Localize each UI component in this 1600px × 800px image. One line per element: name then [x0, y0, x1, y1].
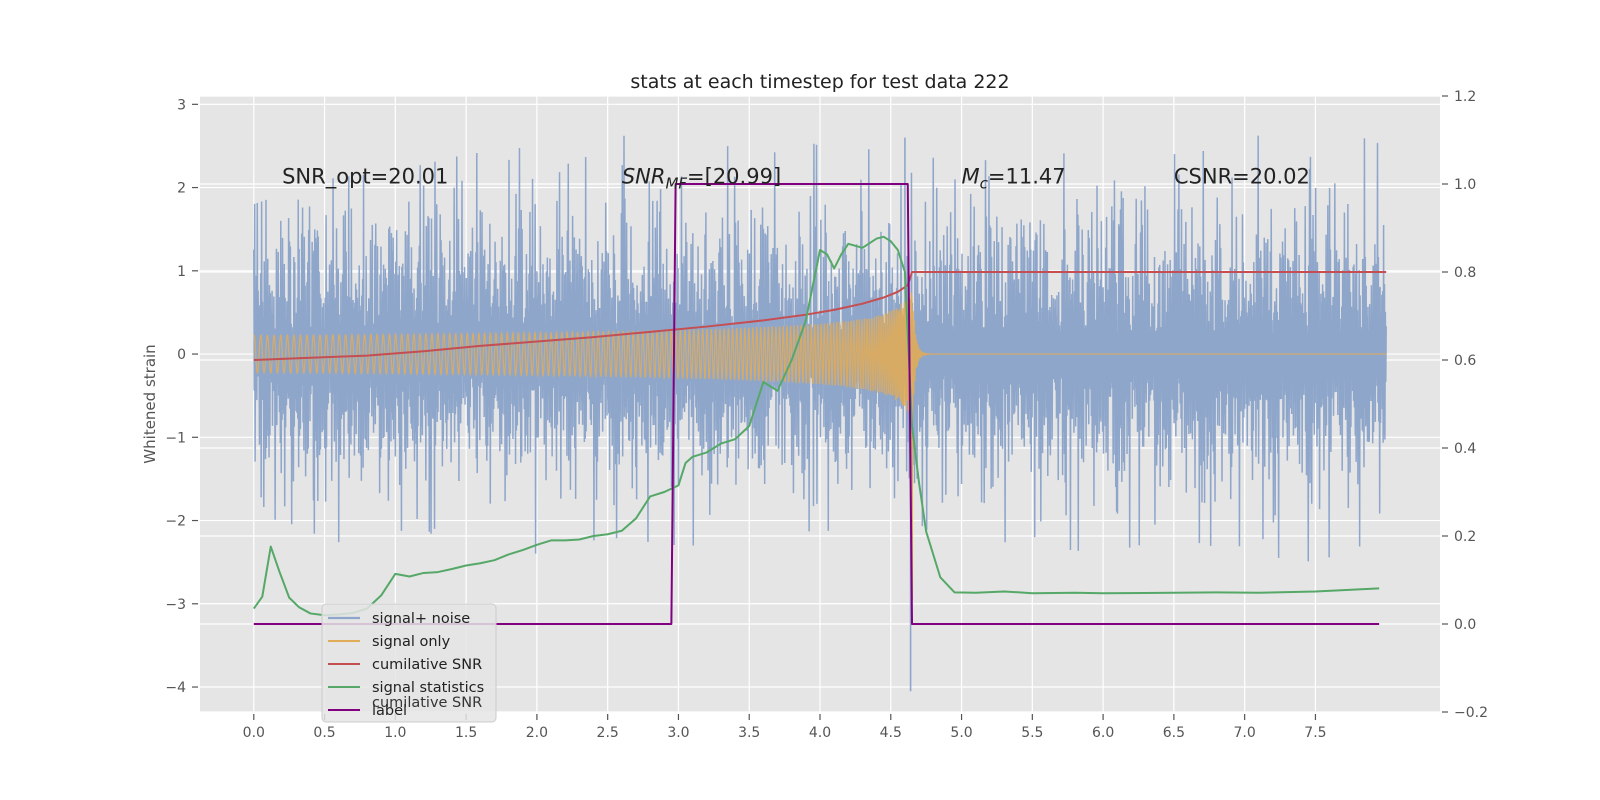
y2-tick-label: 0.2	[1454, 529, 1476, 545]
y2-tick-label: 0.0	[1454, 617, 1476, 633]
y-axis-right: −0.2 0.0 0.2 0.4 0.6 0.8 1.0 1.2	[1442, 89, 1488, 721]
legend-label: signal statistics	[372, 680, 484, 696]
y-tick-label: −1	[165, 430, 186, 446]
annotation-chirp-mass: Mc=11.47	[962, 164, 1066, 192]
signal-statistics-line	[252, 235, 1380, 617]
x-tick-label: 6.5	[1163, 725, 1185, 741]
y2-tick-label: 0.4	[1454, 441, 1476, 457]
y-tick-label: 3	[177, 97, 186, 113]
annotation-csnr: CSNR=20.02	[1174, 164, 1310, 188]
x-tick-label: 2.5	[597, 725, 619, 741]
y2-tick-label: 1.0	[1454, 177, 1476, 193]
x-axis: 0.0 0.5 1.0 1.5 2.0 2.5 3.0 3.5 4.0 4.5 5.0 5.5 6.0 6…	[243, 714, 1327, 741]
annotation-snr-opt: SNR_opt=20.01	[282, 164, 448, 189]
x-tick-label: 1.0	[384, 725, 406, 741]
label-line	[253, 183, 1380, 625]
legend-label: signal only	[372, 634, 451, 650]
chart-title: stats at each timestep for test data 222	[630, 71, 1009, 93]
x-tick-label: 0.5	[313, 725, 335, 741]
y-tick-label: −2	[165, 514, 186, 530]
y-tick-label: −3	[165, 597, 186, 613]
legend: cumilative SNR signal+ noise signal only cu…	[321, 603, 497, 723]
signal-noise-line	[253, 135, 1387, 562]
annotation-snr-mf: SNRMF=[20.99]	[622, 164, 781, 192]
y2-tick-label: −0.2	[1454, 705, 1488, 721]
y2-tick-label: 1.2	[1454, 89, 1476, 105]
legend-label: label	[372, 703, 407, 719]
cumilative-snr-line	[253, 271, 1387, 361]
x-tick-label: 7.5	[1304, 725, 1326, 741]
x-tick-label: 3.0	[667, 725, 689, 741]
signal-only-line	[253, 292, 1387, 425]
y-tick-label: −4	[165, 680, 186, 696]
legend-label: signal+ noise	[372, 611, 470, 627]
y-tick-label: 1	[177, 264, 186, 280]
annotations: SNR_opt=20.01 SNRMF=[20.99] Mc=11.47 CSNR=2…	[282, 164, 1310, 192]
x-tick-label: 0.0	[243, 725, 265, 741]
x-tick-label: 2.0	[526, 725, 548, 741]
x-tick-label: 1.5	[455, 725, 477, 741]
legend-box	[321, 603, 497, 723]
x-tick-label: 3.5	[738, 725, 760, 741]
legend-label: cumilative SNR	[372, 657, 482, 673]
line-series	[252, 183, 1387, 625]
y-tick-label: 0	[177, 347, 186, 363]
x-tick-label: 7.0	[1234, 725, 1256, 741]
y-tick-label: 2	[177, 181, 186, 197]
x-tick-label: 5.5	[1021, 725, 1043, 741]
y2-tick-label: 0.8	[1454, 265, 1476, 281]
x-tick-label: 6.0	[1092, 725, 1114, 741]
x-tick-label: 4.0	[809, 725, 831, 741]
y-axis-label: Whitened strain	[141, 344, 159, 463]
legend-ghost-text: cumilative SNR	[372, 695, 482, 711]
y2-tick-label: 0.6	[1454, 353, 1476, 369]
x-tick-label: 5.0	[950, 725, 972, 741]
y-axis-left: −4 −3 −2 −1 0 1 2 3	[165, 97, 198, 696]
x-tick-label: 4.5	[880, 725, 902, 741]
